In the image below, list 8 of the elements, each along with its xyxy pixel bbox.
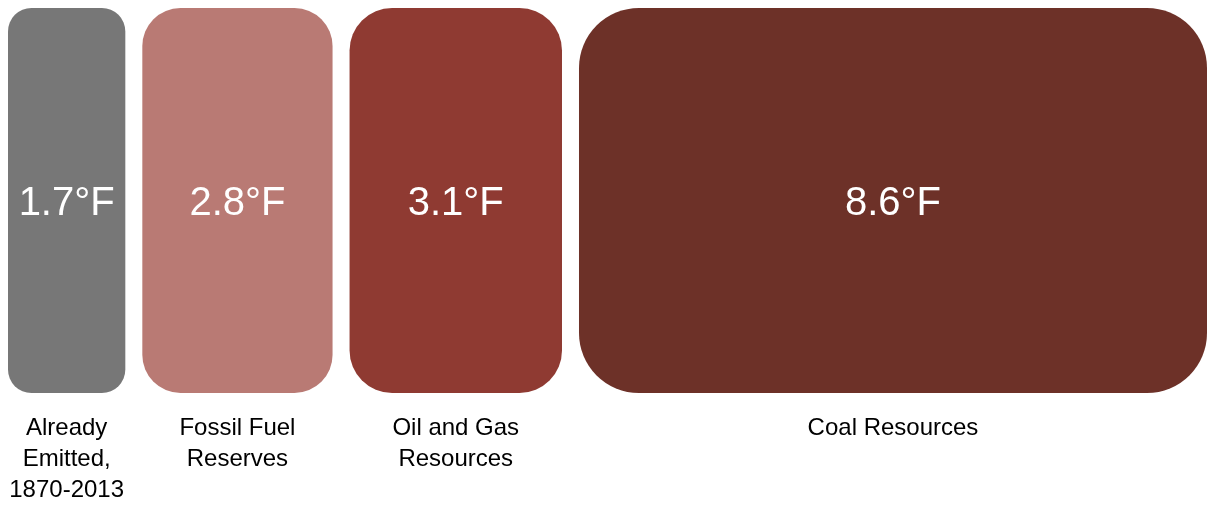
data-label: 1.7°F <box>18 178 115 223</box>
category-label: Oil and Gas Resources <box>391 412 521 473</box>
category-label: Already Emitted, 1870-2013 <box>8 412 126 504</box>
category-label: Fossil Fuel Reserves <box>178 412 297 473</box>
data-label: 2.8°F <box>189 178 286 223</box>
data-label: 3.1°F <box>407 178 504 223</box>
category-label: Coal Resources <box>806 412 980 442</box>
data-label: 8.6°F <box>844 178 942 223</box>
